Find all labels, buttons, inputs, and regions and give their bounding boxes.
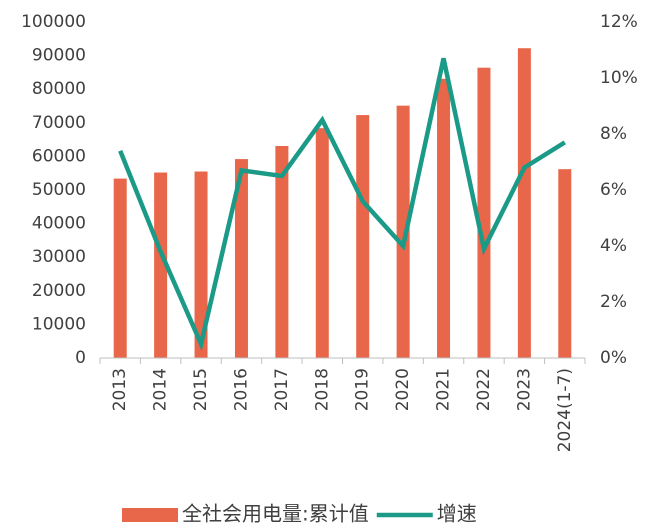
bar bbox=[437, 78, 451, 358]
y2-tick-label: 0% bbox=[600, 348, 627, 368]
y2-tick-label: 12% bbox=[600, 12, 638, 32]
bar bbox=[558, 169, 572, 358]
x-tick-label: 2013 bbox=[110, 368, 130, 411]
y2-tick-label: 8% bbox=[600, 124, 627, 144]
bar bbox=[356, 115, 370, 359]
bar bbox=[154, 172, 168, 358]
y2-tick-label: 2% bbox=[600, 292, 627, 312]
x-tick-label: 2018 bbox=[312, 368, 332, 411]
bar bbox=[275, 145, 289, 358]
x-tick-label: 2017 bbox=[272, 368, 292, 411]
bar bbox=[315, 128, 329, 358]
bar bbox=[194, 171, 208, 358]
bar bbox=[113, 178, 127, 358]
y2-tick-label: 4% bbox=[600, 236, 627, 256]
legend-label: 全社会用电量:累计值 bbox=[182, 502, 369, 526]
x-tick-label: 2021 bbox=[434, 368, 454, 411]
x-tick-label: 2015 bbox=[191, 368, 211, 411]
y-tick-label: 80000 bbox=[32, 79, 86, 99]
y-tick-label: 100000 bbox=[21, 12, 86, 32]
bar bbox=[517, 48, 531, 358]
y2-tick-label: 10% bbox=[600, 68, 638, 88]
x-tick-label: 2020 bbox=[393, 368, 413, 411]
x-tick-label: 2019 bbox=[353, 368, 373, 411]
legend-label: 增速 bbox=[437, 502, 477, 526]
x-tick-label: 2014 bbox=[151, 368, 171, 411]
y-tick-label: 40000 bbox=[32, 214, 86, 234]
y-tick-label: 50000 bbox=[32, 180, 86, 200]
y2-tick-label: 6% bbox=[600, 180, 627, 200]
bar bbox=[234, 159, 248, 358]
y-tick-label: 20000 bbox=[32, 281, 86, 301]
y-tick-label: 10000 bbox=[32, 314, 86, 334]
bar bbox=[477, 67, 491, 359]
x-tick-label: 2022 bbox=[474, 368, 494, 411]
y-tick-label: 0 bbox=[75, 348, 86, 368]
bar bbox=[396, 105, 410, 358]
y-tick-label: 90000 bbox=[32, 46, 86, 66]
x-tick-label: 2024(1-7) bbox=[555, 368, 575, 452]
x-tick-label: 2016 bbox=[231, 368, 251, 411]
y-tick-label: 70000 bbox=[32, 113, 86, 133]
y-tick-label: 30000 bbox=[32, 247, 86, 267]
y-tick-label: 60000 bbox=[32, 146, 86, 166]
legend-swatch bbox=[122, 508, 178, 522]
line bbox=[118, 57, 566, 352]
x-tick-label: 2023 bbox=[514, 368, 534, 411]
